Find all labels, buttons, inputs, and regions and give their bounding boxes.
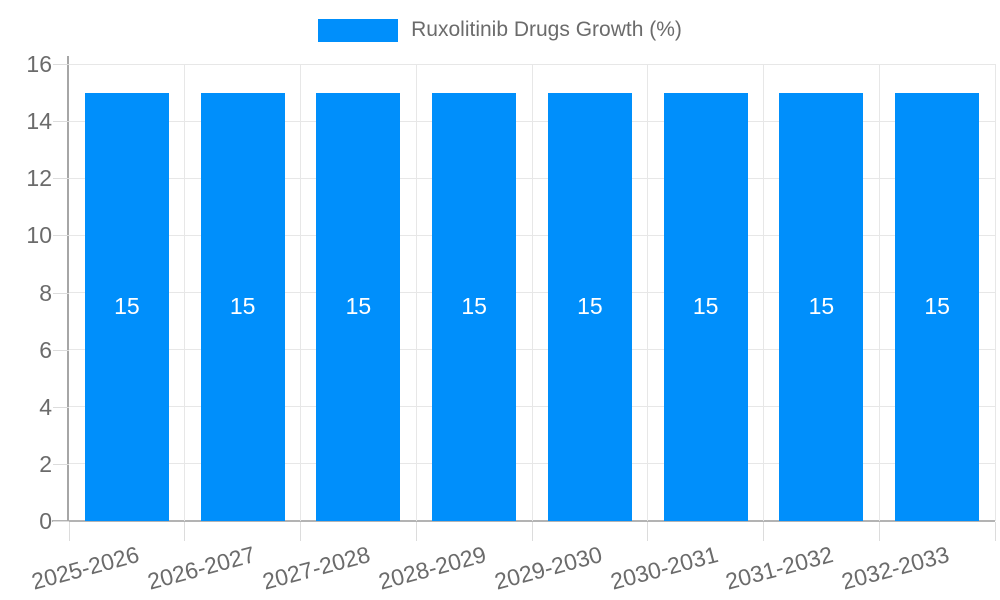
gridline-vertical [415,64,417,521]
x-axis-tick [994,522,996,541]
gridline-vertical [300,64,301,521]
x-axis-tick [300,522,301,541]
plot-area: 15 15 15 15 15 15 15 15 [69,63,996,521]
bar-value-label: 15 [692,293,719,320]
legend: Ruxolitinib Drugs Growth (%) [0,18,1000,42]
bar-value-label: 15 [577,293,603,320]
y-axis-tick [53,463,69,465]
y-axis-tick [53,64,69,65]
bar[interactable]: 15 [895,92,980,521]
y-axis-tick-label: 4 [39,393,52,420]
x-axis-tick [763,522,764,541]
y-axis-tick [53,406,69,408]
y-axis-tick-label: 2 [39,450,52,477]
y-axis-tick-label: 12 [26,165,52,192]
x-axis-line [52,520,995,522]
bar-value-label: 15 [345,293,372,320]
y-axis-tick-label: 10 [26,222,52,249]
bar-value-label: 15 [924,293,950,320]
y-axis-tick [53,292,69,294]
y-axis-tick [53,121,69,123]
x-axis-tick-label: 2025-2026 [28,541,142,595]
gridline-vertical [184,64,186,521]
y-axis-tick [53,521,69,522]
x-axis-tick-label: 2027-2028 [260,541,374,595]
bar[interactable]: 15 [200,92,285,521]
y-axis-tick-label: 6 [39,336,52,363]
x-axis-tick-label: 2031-2032 [723,541,837,595]
bar-value-label: 15 [114,293,140,320]
x-axis-tick [647,522,649,541]
y-axis-tick [53,349,69,351]
x-axis-tick [531,522,533,541]
bar-value-label: 15 [808,293,835,320]
y-axis-tick [53,178,69,180]
gridline-vertical [878,64,880,521]
bar[interactable]: 15 [316,92,401,521]
bar-value-label: 15 [229,293,256,320]
legend-swatch-icon [318,18,399,42]
bar[interactable]: 15 [547,92,632,521]
x-axis-tick-label: 2029-2030 [491,541,605,595]
x-axis-tick-label: 2026-2027 [144,541,258,595]
y-axis-tick-label: 14 [26,108,52,135]
legend-label: Ruxolitinib Drugs Growth (%) [411,18,682,41]
x-axis-tick-label: 2030-2031 [607,541,721,595]
y-axis-tick-label: 8 [39,279,52,306]
x-axis-tick-label: 2028-2029 [375,541,489,595]
gridline-vertical [647,64,649,521]
y-axis-tick-label: 0 [39,508,52,534]
bar[interactable]: 15 [663,92,748,521]
y-axis-tick [53,235,69,237]
x-axis-tick-label: 2032-2033 [838,541,952,595]
gridline-vertical [531,64,533,521]
gridline-vertical [763,64,764,521]
bar[interactable]: 15 [779,92,864,521]
legend-item[interactable]: Ruxolitinib Drugs Growth (%) [318,18,682,42]
x-axis-tick [68,522,70,541]
y-axis-line [67,56,69,522]
x-axis-tick [415,522,417,541]
y-axis-tick-label: 16 [26,51,52,77]
bar[interactable]: 15 [432,92,517,521]
x-axis-tick [184,522,186,541]
bar-value-label: 15 [461,293,487,320]
x-axis-tick [878,522,880,541]
bar[interactable]: 15 [84,92,169,521]
gridline-vertical [994,64,996,521]
